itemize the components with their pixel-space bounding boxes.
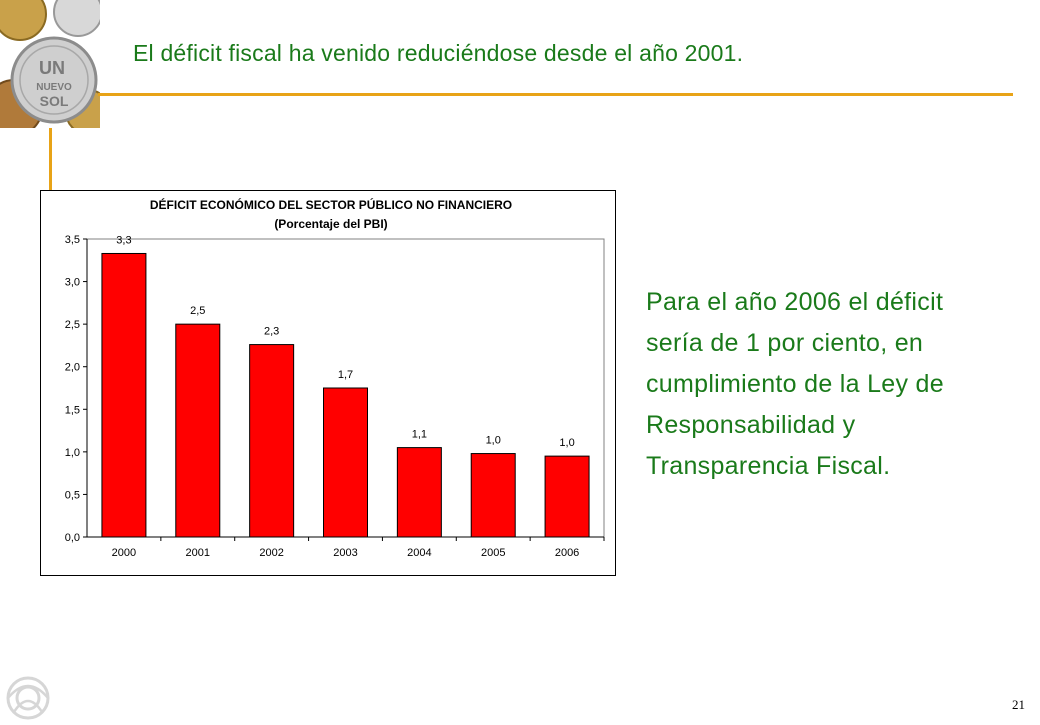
data-label-2001: 2,5 xyxy=(190,305,205,317)
y-tick-label: 2,0 xyxy=(65,362,80,374)
x-tick-label-2001: 2001 xyxy=(186,547,210,559)
coins-image: UN NUEVO SOL xyxy=(0,0,100,128)
bar-2001 xyxy=(175,323,221,538)
y-tick-label: 2,5 xyxy=(65,319,80,331)
chart-subtitle: (Porcentaje del PBI) xyxy=(274,217,387,231)
bcrp-logo-watermark xyxy=(0,664,56,720)
deficit-chart: DÉFICIT ECONÓMICO DEL SECTOR PÚBLICO NO … xyxy=(40,190,616,576)
coin-text-1: UN xyxy=(39,58,65,78)
bar-2000 xyxy=(101,252,147,538)
bar-2005 xyxy=(470,453,516,538)
bar-2004 xyxy=(396,447,442,538)
y-tick-label: 3,0 xyxy=(65,277,80,289)
x-tick-label-2006: 2006 xyxy=(555,547,579,559)
x-tick-label-2005: 2005 xyxy=(481,547,505,559)
bar-2006 xyxy=(544,455,590,538)
x-tick-label-2000: 2000 xyxy=(112,547,136,559)
y-tick-label: 0,5 xyxy=(65,489,80,501)
side-divider xyxy=(49,128,52,190)
data-label-2002: 2,3 xyxy=(264,326,279,338)
side-text: Para el año 2006 el déficit sería de 1 p… xyxy=(646,288,944,480)
bar-2002 xyxy=(249,344,295,538)
page-number: 21 xyxy=(1012,697,1025,712)
x-tick-label-2004: 2004 xyxy=(407,547,431,559)
data-label-2003: 1,7 xyxy=(338,369,353,381)
data-label-2004: 1,1 xyxy=(412,429,427,441)
title-divider xyxy=(98,93,1013,96)
coin-text-2: NUEVO xyxy=(36,82,72,93)
coin-text-3: SOL xyxy=(40,93,69,109)
data-label-2000: 3,3 xyxy=(116,234,131,246)
x-tick-label-2003: 2003 xyxy=(333,547,357,559)
slide-title: El déficit fiscal ha venido reduciéndose… xyxy=(133,40,744,66)
y-tick-label: 0,0 xyxy=(65,532,80,544)
data-label-2005: 1,0 xyxy=(486,435,501,447)
y-tick-label: 1,5 xyxy=(65,404,80,416)
x-tick-label-2002: 2002 xyxy=(259,547,283,559)
y-tick-label: 1,0 xyxy=(65,447,80,459)
data-label-2006: 1,0 xyxy=(559,437,574,449)
chart-title: DÉFICIT ECONÓMICO DEL SECTOR PÚBLICO NO … xyxy=(150,197,512,212)
bar-2003 xyxy=(323,387,368,538)
y-tick-label: 3,5 xyxy=(65,234,80,246)
